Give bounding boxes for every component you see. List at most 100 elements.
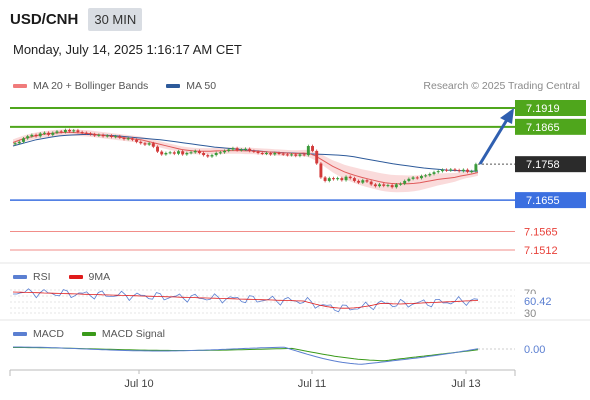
candle-body xyxy=(223,150,227,153)
candle-body xyxy=(440,169,444,172)
candle-body xyxy=(336,178,340,180)
candle-body xyxy=(327,178,331,181)
candle-body xyxy=(466,169,469,172)
candle-body xyxy=(72,130,76,132)
level-resistance: 7.1919 xyxy=(10,100,586,116)
candle-body xyxy=(277,153,281,155)
level-label-box xyxy=(515,100,586,116)
level-label: 7.1865 xyxy=(526,122,560,134)
macd-legend: MACD MACD Signal xyxy=(13,328,183,340)
candle-body xyxy=(373,184,377,187)
level-target_support: 7.1512 xyxy=(10,245,558,257)
candle-body xyxy=(394,184,398,188)
candle-body xyxy=(22,138,25,142)
candle-body xyxy=(273,153,277,155)
candle-body xyxy=(42,132,46,134)
candle-body xyxy=(13,143,17,145)
candle-body xyxy=(311,146,314,151)
candles xyxy=(13,128,478,189)
candle-body xyxy=(470,171,474,173)
candle-body xyxy=(239,149,243,151)
candle-body xyxy=(252,150,256,152)
candle-body xyxy=(290,154,294,156)
candle-body xyxy=(147,143,151,145)
candle-body xyxy=(436,171,440,173)
candle-body xyxy=(378,184,382,187)
candle-body xyxy=(235,148,239,151)
candle-body xyxy=(461,169,465,172)
candle-body xyxy=(93,134,97,136)
symbol-title: USD/CNH xyxy=(10,10,79,28)
candle-body xyxy=(151,143,155,147)
candle-body xyxy=(118,136,122,138)
candle-body xyxy=(260,153,264,155)
candle-body xyxy=(202,153,206,156)
candle-body xyxy=(26,136,30,139)
chart-header: USD/CNH 30 MIN xyxy=(10,7,143,31)
candle-body xyxy=(218,152,222,154)
arrow-head xyxy=(500,108,514,124)
candle-body xyxy=(432,172,436,174)
candle-body xyxy=(105,135,109,137)
macd-current-value: 0.00 xyxy=(524,344,545,356)
candle-body xyxy=(340,178,344,181)
rsi-current-value: 60.42 xyxy=(524,296,552,308)
candle-body xyxy=(76,130,80,133)
legend-label: RSI xyxy=(33,271,51,283)
rsi-pane: 703060.42 xyxy=(10,288,560,320)
candle-body xyxy=(319,163,323,178)
candle-body xyxy=(352,178,356,181)
candle-body xyxy=(424,175,428,177)
candle-body xyxy=(281,153,285,155)
x-axis: Jul 10 Jul 11 Jul 13 xyxy=(9,369,516,390)
candle-body xyxy=(474,164,478,172)
candle-body xyxy=(84,132,88,134)
level-label: 7.1655 xyxy=(526,195,560,207)
level-label-box xyxy=(515,118,586,135)
candle-body xyxy=(344,176,348,181)
current-price-label: 7.1758 xyxy=(526,159,560,171)
legend-macd-signal: MACD Signal xyxy=(81,328,165,340)
candle-body xyxy=(365,180,369,182)
legend-rsi: RSI xyxy=(13,271,51,283)
candle-body xyxy=(214,153,218,156)
candle-body xyxy=(445,169,449,171)
legend-swatch xyxy=(68,275,83,279)
candle-body xyxy=(30,134,34,137)
candle-body xyxy=(411,177,415,179)
candle-body xyxy=(403,180,407,184)
candle-body xyxy=(231,148,235,150)
legend-swatch xyxy=(81,332,96,336)
level-label-box xyxy=(515,192,586,209)
macd-line xyxy=(13,346,479,365)
macd-pane: 0.00 xyxy=(13,344,545,365)
candle-body xyxy=(428,173,432,176)
candle-body xyxy=(185,153,189,155)
interval-button[interactable]: 30 MIN xyxy=(88,7,143,31)
candle-body xyxy=(189,152,193,154)
rsi-legend: RSI 9MA xyxy=(13,271,128,283)
candle-body xyxy=(390,185,394,188)
candle-body xyxy=(256,151,260,154)
candle-body xyxy=(17,141,21,144)
candle-body xyxy=(357,180,361,183)
candle-body xyxy=(248,148,252,151)
forecast-arrow xyxy=(478,117,510,165)
candle-body xyxy=(135,139,139,142)
candle-body xyxy=(101,134,105,137)
candle-body xyxy=(348,176,352,179)
candle-body xyxy=(449,169,453,171)
candle-body xyxy=(382,184,386,186)
legend-label: MA 50 xyxy=(186,80,217,92)
rsi-line xyxy=(13,288,479,313)
x-tick-label: Jul 11 xyxy=(298,378,327,390)
legend-ma50: MA 50 xyxy=(166,80,216,92)
legend-swatch xyxy=(166,84,181,88)
legend-9ma: 9MA xyxy=(68,271,110,283)
candle-body xyxy=(269,153,273,155)
level-target_support: 7.1565 xyxy=(10,227,558,239)
candle-body xyxy=(210,155,214,157)
candle-body xyxy=(139,141,143,144)
candle-body xyxy=(126,138,130,140)
